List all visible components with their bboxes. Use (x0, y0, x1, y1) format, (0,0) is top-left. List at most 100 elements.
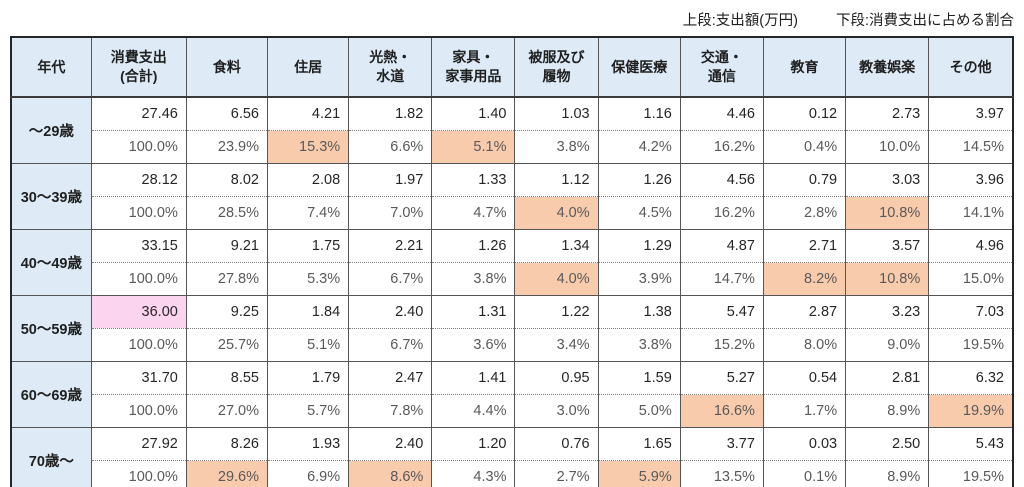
age-group-label: 50〜59歳 (10, 295, 92, 362)
column-header: 食料 (185, 36, 269, 98)
column-header: 年代 (10, 36, 92, 98)
column-header: 消費支出 (合計) (90, 36, 187, 98)
amount-cell: 6.56 (185, 96, 269, 131)
percent-cell: 100.0% (90, 328, 187, 362)
percent-cell: 8.9% (845, 394, 930, 428)
percent-cell: 16.6% (679, 394, 764, 428)
percent-cell: 7.0% (348, 196, 433, 230)
amount-cell: 1.41 (431, 361, 516, 395)
percent-cell: 4.4% (431, 394, 516, 428)
table-header: 年代 消費支出 (合計) 食料 住居 光熱・ 水道 家具・ 家事用品 被服及び 履物 保健医療 交通・通… (10, 36, 1014, 98)
amount-cell: 0.54 (762, 361, 847, 395)
table-body: 〜29歳 27.46 6.56 4.21 1.82 1.40 1.03 1.16 4.46 0.1… (10, 96, 1014, 487)
amount-cell: 27.92 (90, 427, 187, 461)
percent-cell: 14.1% (928, 196, 1014, 230)
amount-cell: 4.21 (266, 96, 350, 131)
percent-cell: 15.3% (266, 130, 350, 164)
amount-cell: 1.20 (431, 427, 516, 461)
amount-cell: 1.84 (266, 295, 350, 329)
percent-cell: 4.0% (514, 262, 599, 296)
age-group-label: 40〜49歳 (10, 229, 92, 296)
percent-cell: 4.5% (597, 196, 681, 230)
amount-cell: 0.76 (514, 427, 599, 461)
amount-cell: 4.96 (928, 229, 1014, 263)
percent-cell: 3.8% (431, 262, 516, 296)
amount-cell: 4.56 (679, 163, 764, 197)
amount-cell: 33.15 (90, 229, 187, 263)
percent-cell: 10.8% (845, 196, 930, 230)
column-header: その他 (928, 36, 1014, 98)
column-header: 光熱・ 水道 (348, 36, 433, 98)
amount-cell: 3.97 (928, 96, 1014, 131)
percent-cell: 14.5% (928, 130, 1014, 164)
percent-cell: 3.8% (597, 328, 681, 362)
percent-cell: 9.0% (845, 328, 930, 362)
amount-cell: 5.47 (679, 295, 764, 329)
percent-cell: 3.4% (514, 328, 599, 362)
percent-cell: 6.7% (348, 328, 433, 362)
percent-cell: 16.2% (679, 130, 764, 164)
percent-cell: 100.0% (90, 262, 187, 296)
percent-cell: 14.7% (679, 262, 764, 296)
amount-cell: 4.87 (679, 229, 764, 263)
amount-cell: 0.03 (762, 427, 847, 461)
column-header: 教育 (762, 36, 847, 98)
column-header: 家具・ 家事用品 (431, 36, 516, 98)
amount-cell: 28.12 (90, 163, 187, 197)
percent-cell: 7.4% (266, 196, 350, 230)
amount-cell: 0.12 (762, 96, 847, 131)
percent-cell: 15.2% (679, 328, 764, 362)
amount-cell: 1.93 (266, 427, 350, 461)
amount-cell: 2.71 (762, 229, 847, 263)
amount-cell: 2.47 (348, 361, 433, 395)
amount-cell: 7.03 (928, 295, 1014, 329)
amount-row: 60〜69歳 31.70 8.55 1.79 2.47 1.41 0.95 1.59 5.27 0… (10, 361, 1014, 428)
amount-cell: 3.96 (928, 163, 1014, 197)
amount-cell: 2.73 (845, 96, 930, 131)
percent-cell: 4.2% (597, 130, 681, 164)
percent-cell: 5.1% (431, 130, 516, 164)
percent-cell: 5.7% (266, 394, 350, 428)
amount-cell: 8.26 (185, 427, 269, 461)
amount-cell: 9.21 (185, 229, 269, 263)
amount-row: 40〜49歳 33.15 9.21 1.75 2.21 1.26 1.34 1.29 4.87 2… (10, 229, 1014, 296)
percent-cell: 6.7% (348, 262, 433, 296)
amount-cell: 1.03 (514, 96, 599, 131)
percent-cell: 15.0% (928, 262, 1014, 296)
amount-cell: 36.00 (90, 295, 187, 329)
amount-cell: 1.12 (514, 163, 599, 197)
amount-cell: 1.97 (348, 163, 433, 197)
amount-cell: 1.79 (266, 361, 350, 395)
amount-cell: 2.40 (348, 295, 433, 329)
amount-cell: 2.21 (348, 229, 433, 263)
amount-cell: 1.40 (431, 96, 516, 131)
amount-cell: 2.50 (845, 427, 930, 461)
percent-cell: 10.8% (845, 262, 930, 296)
header-row: 年代 消費支出 (合計) 食料 住居 光熱・ 水道 家具・ 家事用品 被服及び 履物 保健医療 交通・通… (10, 36, 1014, 98)
percent-cell: 10.0% (845, 130, 930, 164)
percent-cell: 8.2% (762, 262, 847, 296)
amount-cell: 27.46 (90, 96, 187, 131)
amount-cell: 3.77 (679, 427, 764, 461)
amount-cell: 5.27 (679, 361, 764, 395)
percent-cell: 13.5% (679, 460, 764, 487)
percent-cell: 6.9% (266, 460, 350, 487)
amount-cell: 5.43 (928, 427, 1014, 461)
percent-cell: 25.7% (185, 328, 269, 362)
percent-cell: 8.9% (845, 460, 930, 487)
percent-cell: 5.0% (597, 394, 681, 428)
percent-cell: 7.8% (348, 394, 433, 428)
amount-cell: 1.31 (431, 295, 516, 329)
age-group-label: 30〜39歳 (10, 163, 92, 230)
age-group-label: 〜29歳 (10, 96, 92, 164)
age-group-label: 70歳〜 (10, 427, 92, 487)
amount-cell: 2.81 (845, 361, 930, 395)
unit-note-lower: 下段:消費支出に占める割合 (835, 13, 1014, 29)
unit-note: 上段:支出額(万円) 下段:消費支出に占める割合 (683, 9, 1014, 30)
amount-cell: 1.82 (348, 96, 433, 131)
percent-row: 100.0% 28.5% 7.4% 7.0% 4.7% 4.0% 4.5% 16.2% 2.8%… (11, 196, 1014, 230)
percent-cell: 19.5% (928, 328, 1014, 362)
amount-row: 〜29歳 27.46 6.56 4.21 1.82 1.40 1.03 1.16 4.46 0.1… (10, 96, 1014, 164)
percent-cell: 2.7% (514, 460, 599, 487)
percent-row: 100.0% 27.0% 5.7% 7.8% 4.4% 3.0% 5.0% 16.6% 1.7%… (11, 394, 1014, 428)
